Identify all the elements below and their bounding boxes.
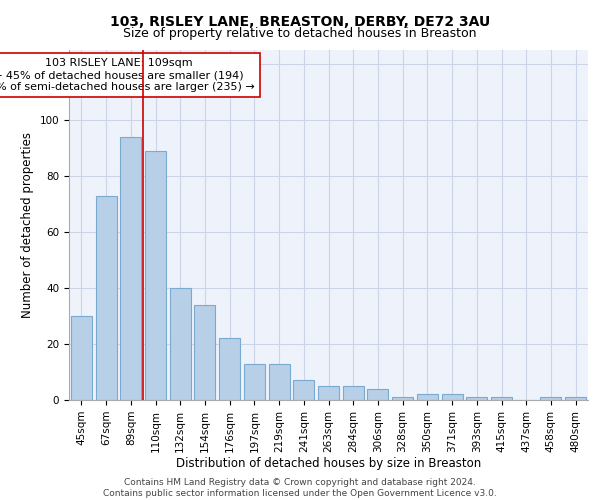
Text: 103 RISLEY LANE: 109sqm
← 45% of detached houses are smaller (194)
55% of semi-d: 103 RISLEY LANE: 109sqm ← 45% of detache… — [0, 58, 255, 92]
Bar — [491, 397, 512, 400]
Text: Contains HM Land Registry data © Crown copyright and database right 2024.
Contai: Contains HM Land Registry data © Crown c… — [103, 478, 497, 498]
Bar — [318, 386, 339, 400]
Bar — [219, 338, 240, 400]
Bar — [442, 394, 463, 400]
Y-axis label: Number of detached properties: Number of detached properties — [21, 132, 34, 318]
Bar — [269, 364, 290, 400]
Bar — [466, 397, 487, 400]
Text: 103, RISLEY LANE, BREASTON, DERBY, DE72 3AU: 103, RISLEY LANE, BREASTON, DERBY, DE72 … — [110, 15, 490, 29]
Bar — [392, 397, 413, 400]
Bar — [170, 288, 191, 400]
X-axis label: Distribution of detached houses by size in Breaston: Distribution of detached houses by size … — [176, 458, 481, 470]
Bar — [120, 137, 141, 400]
Bar — [95, 196, 116, 400]
Bar — [194, 305, 215, 400]
Bar — [145, 151, 166, 400]
Bar — [417, 394, 438, 400]
Bar — [565, 397, 586, 400]
Bar — [244, 364, 265, 400]
Bar — [367, 389, 388, 400]
Bar — [71, 316, 92, 400]
Text: Size of property relative to detached houses in Breaston: Size of property relative to detached ho… — [123, 28, 477, 40]
Bar — [541, 397, 562, 400]
Bar — [343, 386, 364, 400]
Bar — [293, 380, 314, 400]
